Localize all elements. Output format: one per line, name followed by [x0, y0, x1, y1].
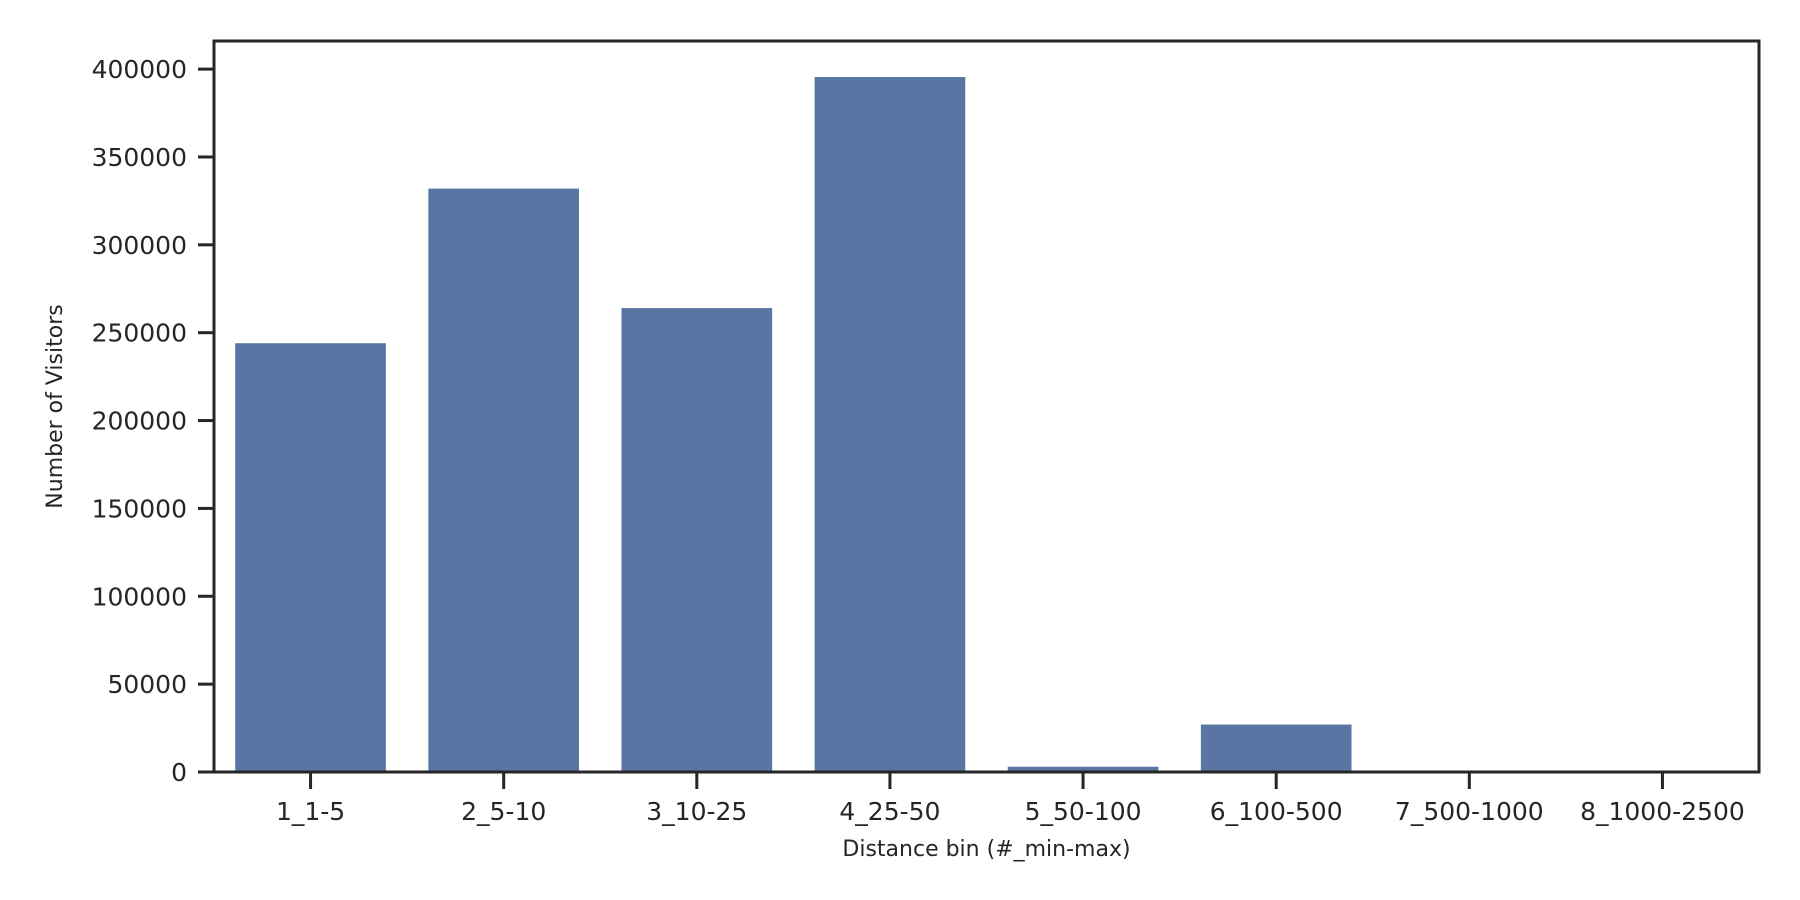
bar-2_5-10 [428, 188, 580, 772]
x-tick-label: 6_100-500 [1210, 797, 1343, 826]
y-tick-label: 300000 [92, 231, 187, 260]
x-tick-label: 7_500-1000 [1395, 797, 1544, 826]
x-tick-label: 4_25-50 [839, 797, 940, 826]
x-axis-title: Distance bin (#_min-max) [842, 837, 1130, 862]
y-tick-label: 350000 [92, 143, 187, 172]
bar-1_1-5 [235, 343, 386, 772]
y-tick-label: 400000 [92, 55, 187, 84]
bar-4_25-50 [814, 77, 966, 773]
bar-3_10-25 [621, 308, 773, 772]
x-tick-label: 8_1000-2500 [1580, 797, 1745, 826]
x-axis: 1_1-5 2_5-10 3_10-25 4_25-50 5_50-100 6_100-5… [276, 772, 1745, 826]
y-tick-label: 0 [171, 758, 187, 787]
x-tick-label: 3_10-25 [646, 797, 747, 826]
y-tick-label: 200000 [92, 407, 187, 436]
y-tick-label: 250000 [92, 319, 187, 348]
x-tick-label: 2_5-10 [461, 797, 546, 826]
y-tick-label: 50000 [107, 670, 187, 699]
x-tick-label: 5_50-100 [1025, 797, 1142, 826]
y-axis-title: Number of Visitors [43, 304, 68, 508]
plot-frame [212, 39, 1761, 774]
y-tick-label: 150000 [92, 494, 187, 523]
y-axis: 0 50000 100000 150000 200000 250000 300000 3500… [92, 55, 214, 787]
y-tick-label: 100000 [92, 582, 187, 611]
bars-group [235, 77, 1352, 773]
bar-6_100-500 [1200, 724, 1352, 772]
bar-5_50-100 [1007, 766, 1159, 772]
x-tick-label: 1_1-5 [276, 797, 345, 826]
